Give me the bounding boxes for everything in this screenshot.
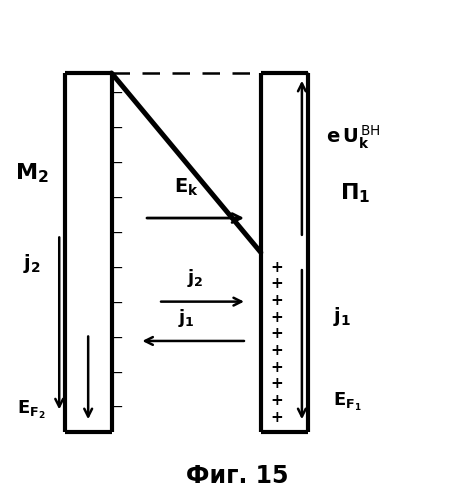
Text: −: − bbox=[111, 190, 123, 204]
Text: +: + bbox=[271, 276, 284, 291]
Text: $\mathbf{E_{F_2}}$: $\mathbf{E_{F_2}}$ bbox=[18, 398, 46, 421]
Text: +: + bbox=[271, 343, 284, 358]
Text: −: − bbox=[111, 330, 123, 344]
Text: +: + bbox=[271, 376, 284, 392]
Text: $\mathbf{E_k}$: $\mathbf{E_k}$ bbox=[174, 177, 199, 199]
Text: $\mathbf{j_1}$: $\mathbf{j_1}$ bbox=[178, 306, 195, 328]
Text: −: − bbox=[111, 86, 123, 100]
Text: −: − bbox=[111, 260, 123, 274]
Text: Фиг. 15: Фиг. 15 bbox=[186, 464, 289, 488]
Text: −: − bbox=[111, 366, 123, 380]
Text: $\mathbf{j_1}$: $\mathbf{j_1}$ bbox=[333, 305, 352, 328]
Text: $\mathbf{e\,U_k^{\,\mathsf{BH}}}$: $\mathbf{e\,U_k^{\,\mathsf{BH}}}$ bbox=[326, 124, 381, 152]
Text: $\mathbf{M_2}$: $\mathbf{M_2}$ bbox=[15, 162, 49, 186]
Text: $\mathbf{j_2}$: $\mathbf{j_2}$ bbox=[187, 268, 204, 289]
Text: +: + bbox=[271, 410, 284, 424]
Text: −: − bbox=[111, 296, 123, 310]
Text: $\mathbf{j_2}$: $\mathbf{j_2}$ bbox=[23, 252, 41, 274]
Text: −: − bbox=[111, 156, 123, 170]
Text: +: + bbox=[271, 260, 284, 274]
Text: +: + bbox=[271, 393, 284, 408]
Text: +: + bbox=[271, 360, 284, 374]
Text: −: − bbox=[111, 226, 123, 239]
Text: $\mathbf{E_{F_1}}$: $\mathbf{E_{F_1}}$ bbox=[333, 392, 362, 413]
Text: +: + bbox=[271, 310, 284, 324]
Text: +: + bbox=[271, 326, 284, 342]
Text: +: + bbox=[271, 293, 284, 308]
Text: $\mathbf{\Pi_1}$: $\mathbf{\Pi_1}$ bbox=[340, 182, 370, 206]
Text: −: − bbox=[111, 400, 123, 414]
Text: −: − bbox=[111, 120, 123, 134]
